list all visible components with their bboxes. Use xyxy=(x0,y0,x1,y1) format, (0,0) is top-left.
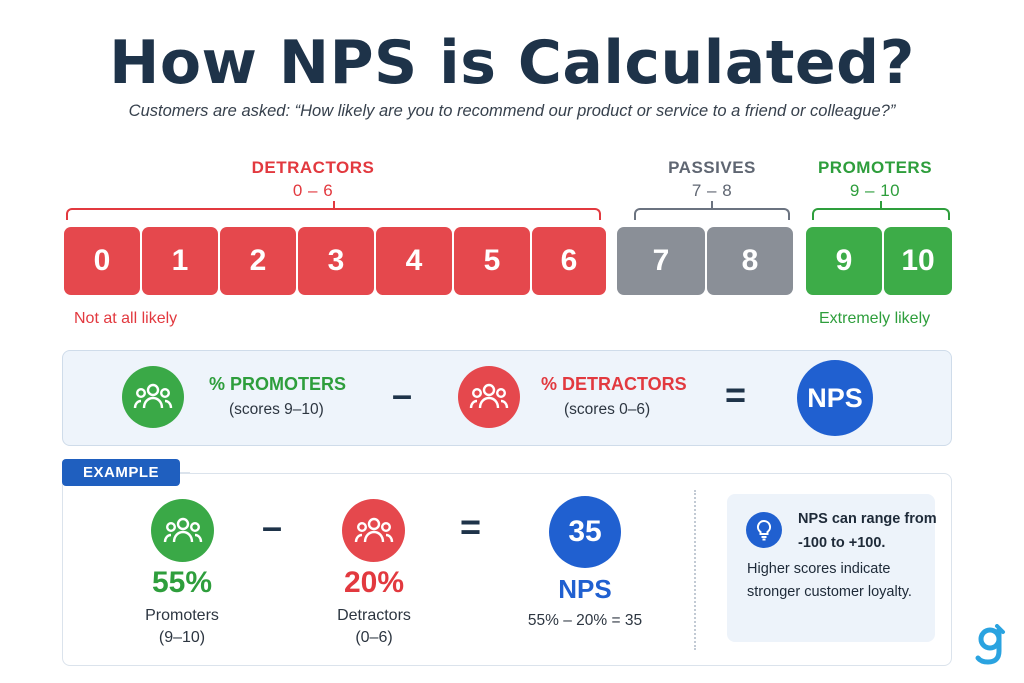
example-detractors-label: Detractors (0–6) xyxy=(314,605,434,649)
example-detractors-range: (0–6) xyxy=(355,629,393,646)
promoters-bracket xyxy=(812,208,950,220)
example-detractors-pct: 20% xyxy=(343,566,405,599)
example-equals: = xyxy=(460,506,482,547)
example-promoters-pct: 55% xyxy=(151,566,213,599)
score-5: 5 xyxy=(454,227,530,295)
promoters-title: PROMOTERS xyxy=(817,158,933,177)
detractors-range: 0 – 6 xyxy=(292,181,334,200)
example-detractors-text: Detractors xyxy=(337,607,411,624)
score-9: 9 xyxy=(806,227,882,295)
example-detractors-icon xyxy=(342,499,405,562)
score-0: 0 xyxy=(64,227,140,295)
formula-equals: = xyxy=(725,374,747,415)
example-promoters-range: (9–10) xyxy=(158,629,206,646)
brand-logo-icon xyxy=(974,624,1008,668)
lightbulb-icon xyxy=(746,512,782,548)
score-6: 6 xyxy=(532,227,606,295)
detractors-title: DETRACTORS xyxy=(251,158,375,177)
passives-bracket xyxy=(634,208,790,220)
scale-low-label: Not at all likely xyxy=(74,310,178,327)
example-calculation: 55% – 20% = 35 xyxy=(527,612,643,629)
passives-range: 7 – 8 xyxy=(691,181,733,200)
passives-title: PASSIVES xyxy=(668,158,756,177)
passives-label: PASSIVES 7 – 8 xyxy=(632,156,792,202)
example-promoters-icon xyxy=(151,499,214,562)
score-1: 1 xyxy=(142,227,218,295)
score-3: 3 xyxy=(298,227,374,295)
info-description: Higher scores indicate stronger customer… xyxy=(747,561,912,600)
page-title: How NPS is Calculated? xyxy=(109,28,915,98)
score-10: 10 xyxy=(884,227,952,295)
formula-promoters-sub: (scores 9–10) xyxy=(229,401,324,418)
example-promoters-label: Promoters (9–10) xyxy=(122,605,242,649)
detractors-bracket xyxy=(66,208,601,220)
score-4: 4 xyxy=(376,227,452,295)
example-nps-circle: 35 xyxy=(549,496,621,568)
promoters-range: 9 – 10 xyxy=(849,181,901,200)
score-7: 7 xyxy=(617,227,705,295)
example-tab-connector xyxy=(180,472,190,474)
formula-detractors-sub: (scores 0–6) xyxy=(564,401,651,418)
example-promoters-text: Promoters xyxy=(145,607,219,624)
example-nps-label: NPS xyxy=(558,574,612,604)
example-divider xyxy=(694,490,696,650)
example-nps-value: 35 xyxy=(568,515,602,548)
promoters-label: PROMOTERS 9 – 10 xyxy=(800,156,950,202)
example-tab: EXAMPLE xyxy=(62,459,180,486)
info-range-text: NPS can range from -100 to +100. xyxy=(798,511,937,551)
detractors-group-icon xyxy=(458,366,520,428)
score-8: 8 xyxy=(707,227,793,295)
score-2: 2 xyxy=(220,227,296,295)
formula-nps-label: NPS xyxy=(807,382,863,413)
formula-promoters-label: % PROMOTERS xyxy=(209,374,347,394)
example-minus: – xyxy=(262,506,283,547)
formula-nps-circle: NPS xyxy=(797,360,873,436)
promoters-group-icon xyxy=(122,366,184,428)
detractors-label: DETRACTORS 0 – 6 xyxy=(213,156,413,202)
formula-minus: – xyxy=(392,374,413,415)
survey-question: Customers are asked: “How likely are you… xyxy=(128,102,896,120)
formula-detractors-label: % DETRACTORS xyxy=(541,374,687,394)
scale-high-label: Extremely likely xyxy=(819,310,931,327)
